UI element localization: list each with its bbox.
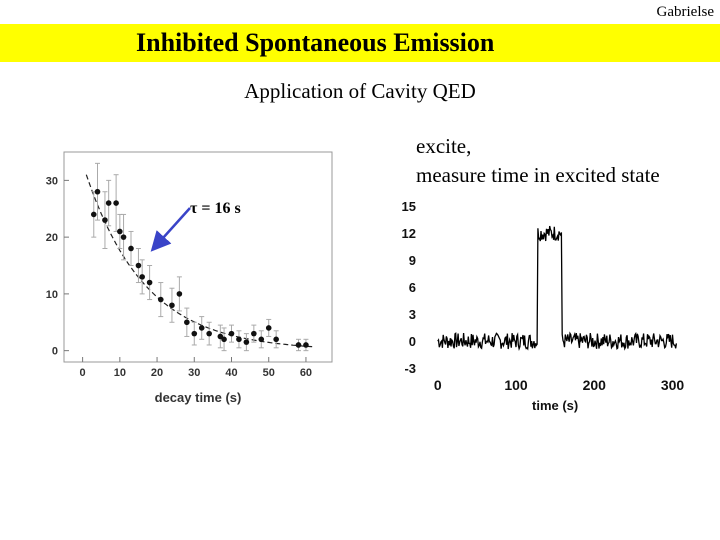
y-tick-label: 9 xyxy=(409,253,416,268)
data-point xyxy=(184,319,190,326)
data-point xyxy=(206,330,212,337)
title-bar xyxy=(0,24,720,62)
x-tick-label: 50 xyxy=(263,367,275,379)
y-tick-label: 12 xyxy=(402,226,416,241)
side-note: excite, measure time in excited state xyxy=(416,132,660,190)
data-point xyxy=(113,200,119,206)
y-tick-label: 10 xyxy=(46,289,58,301)
x-tick-label: 60 xyxy=(300,367,312,379)
x-tick-label: 10 xyxy=(114,367,126,379)
x-tick-label: 300 xyxy=(661,377,685,393)
y-tick-label: 30 xyxy=(46,175,58,187)
data-point xyxy=(243,339,250,345)
data-point xyxy=(236,336,242,343)
data-point xyxy=(176,291,183,297)
author-label: Gabrielse xyxy=(656,4,714,20)
annotation-arrow xyxy=(150,207,191,252)
x-tick-label: 30 xyxy=(188,367,200,379)
data-point xyxy=(157,296,164,303)
data-point xyxy=(303,342,309,348)
y-tick-label: 15 xyxy=(402,199,416,214)
data-point xyxy=(228,330,235,337)
side-note-line-2: measure time in excited state xyxy=(416,163,660,187)
data-point xyxy=(198,325,205,331)
x-tick-label: 200 xyxy=(583,377,607,393)
data-point xyxy=(295,342,302,348)
data-point xyxy=(105,200,112,206)
data-point xyxy=(146,279,153,286)
y-tick-label: 0 xyxy=(52,346,58,358)
plot-frame xyxy=(63,151,333,363)
data-point xyxy=(94,188,101,195)
data-point xyxy=(135,262,142,269)
x-axis-label: decay time (s) xyxy=(155,390,242,405)
data-point xyxy=(102,217,108,223)
x-tick-label: 0 xyxy=(80,367,86,379)
data-point xyxy=(258,336,265,343)
signal-time-chart: -3 0 3 6 9 12 15 0 100 200 300 time (s) xyxy=(402,199,685,413)
data-point xyxy=(117,228,123,235)
data-point xyxy=(273,336,279,343)
data-point xyxy=(120,234,127,240)
data-point xyxy=(128,245,134,252)
y-tick-label: 20 xyxy=(46,232,58,244)
data-point xyxy=(191,330,198,337)
data-point xyxy=(221,336,227,343)
x-tick-label: 100 xyxy=(504,377,528,393)
tau-annotation: τ = 16 s xyxy=(190,200,241,217)
x-axis-label: time (s) xyxy=(532,398,578,413)
slide-subtitle: Application of Cavity QED xyxy=(244,79,476,103)
y-tick-label: 0 xyxy=(409,334,416,349)
data-point xyxy=(265,325,272,331)
slide-title: Inhibited Spontaneous Emission xyxy=(136,28,495,57)
x-tick-label: 20 xyxy=(151,367,163,379)
y-tick-label: 3 xyxy=(409,307,416,322)
y-tick-label: 6 xyxy=(409,280,416,295)
signal-trace xyxy=(437,225,678,352)
x-tick-label: 0 xyxy=(434,377,442,393)
fit-curve xyxy=(85,174,314,348)
side-note-line-1: excite, xyxy=(416,134,472,158)
data-point xyxy=(169,302,175,309)
decay-time-chart: 0 10 20 30 0 10 20 30 40 50 60 decay time (s) xyxy=(46,151,333,405)
x-tick-label: 40 xyxy=(225,367,237,379)
data-point xyxy=(139,274,145,280)
data-point xyxy=(251,330,257,337)
data-point xyxy=(90,211,97,218)
y-tick-label: -3 xyxy=(404,361,416,376)
